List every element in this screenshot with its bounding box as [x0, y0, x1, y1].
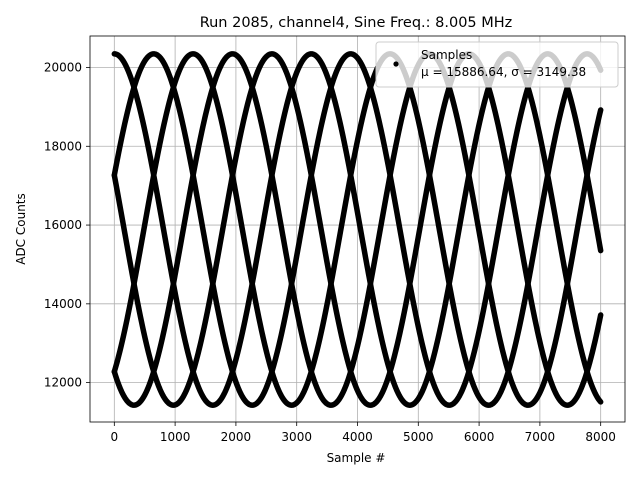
x-tick-label: 7000	[525, 430, 556, 444]
chart-title: Run 2085, channel4, Sine Freq.: 8.005 MH…	[200, 15, 513, 31]
legend-marker	[393, 61, 399, 67]
x-tick-label: 3000	[281, 430, 312, 444]
ticks: 0 1000 2000 3000 4000 5000 6000 7000 8000 12000 14…	[44, 61, 616, 444]
legend: Samples μ = 15886.64, σ = 3149.38	[375, 41, 619, 88]
sample-band-2	[111, 51, 604, 408]
grid	[90, 36, 625, 422]
x-tick-label: 2000	[221, 430, 252, 444]
y-tick-label: 12000	[44, 376, 82, 390]
legend-stats: μ = 15886.64, σ = 3149.38	[421, 65, 586, 79]
sample-band-5	[111, 51, 604, 408]
legend-box	[375, 41, 619, 88]
sample-band-4	[111, 51, 604, 408]
x-tick-label: 6000	[464, 430, 495, 444]
x-tick-label: 4000	[342, 430, 373, 444]
x-tick-label: 5000	[403, 430, 434, 444]
y-axis-label: ADC Counts	[14, 193, 28, 265]
y-tick-label: 18000	[44, 139, 82, 153]
x-tick-label: 8000	[585, 430, 616, 444]
y-tick-label: 16000	[44, 218, 82, 232]
x-tick-label: 0	[110, 430, 118, 444]
x-axis-label: Sample #	[327, 451, 386, 465]
x-tick-label: 1000	[160, 430, 191, 444]
legend-label-samples: Samples	[421, 48, 472, 62]
data-points	[111, 51, 604, 408]
sample-band-3	[111, 51, 604, 408]
y-tick-label: 20000	[44, 61, 82, 75]
y-tick-label: 14000	[44, 297, 82, 311]
